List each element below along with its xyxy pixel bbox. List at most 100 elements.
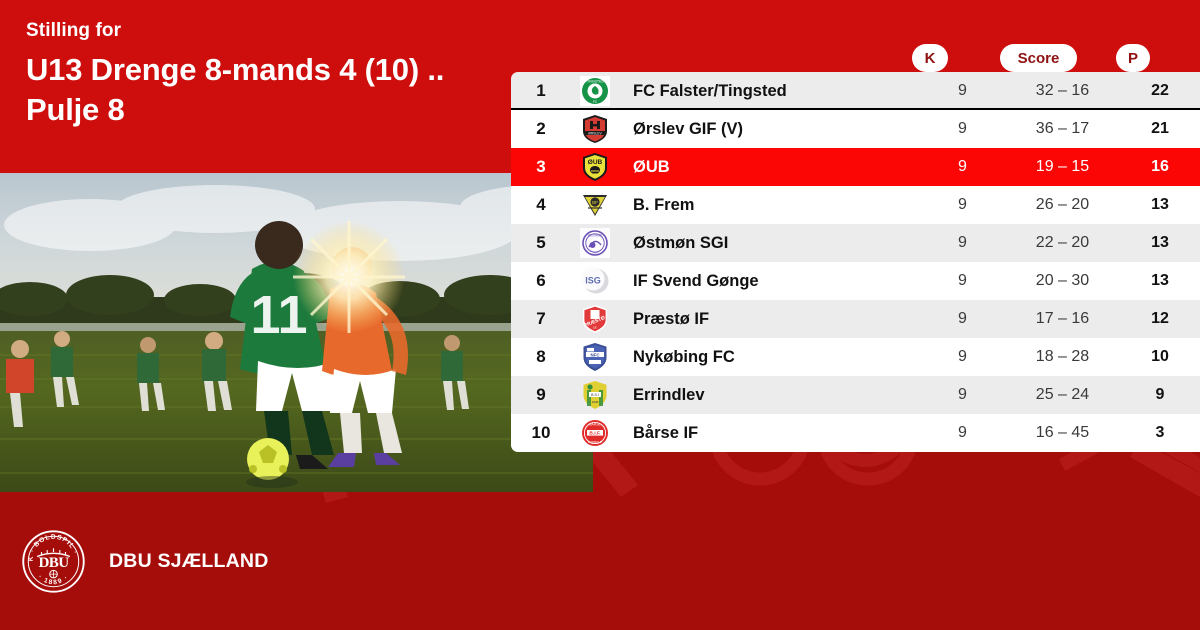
svg-text:FODBOLD: FODBOLD [588, 440, 602, 444]
orslev-gif-crest: ØRSLEV [582, 115, 607, 143]
errindlev-crest: B.S.I 1936 [583, 381, 606, 409]
club-crest-icon: ØSTMØN SGI [571, 228, 618, 258]
row-points: 21 [1151, 120, 1169, 137]
column-header-p: P [1116, 44, 1150, 72]
row-points: 16 [1151, 158, 1169, 175]
club-crest-icon: ISG [571, 266, 618, 296]
row-team-name: Nykøbing FC [633, 347, 735, 366]
svg-text:TINGSTED: TINGSTED [585, 80, 604, 84]
club-crest-icon: B.I.F. BÅRSE FODBOLD [571, 418, 618, 448]
column-header-k: K [912, 44, 948, 72]
row-points: 22 [1151, 82, 1169, 99]
row-matches-played: 9 [958, 196, 967, 213]
row-matches-played: 9 [958, 234, 967, 251]
svg-text:ØUB: ØUB [587, 159, 602, 166]
club-crest-icon: ØRSLEV [571, 114, 618, 144]
nykobing-fc-crest: NFC [583, 343, 606, 371]
table-row[interactable]: 6 ISG IF Svend Gønge 9 20 – 30 13 [511, 262, 1200, 300]
club-crest-icon: B.S.I 1936 [571, 380, 618, 410]
table-row[interactable]: 4 BF B. Frem 9 26 – 20 13 [511, 186, 1200, 224]
row-team-name: Errindlev [633, 385, 705, 404]
fc-falster-tingsted-crest: TINGSTED FC [579, 76, 610, 106]
svg-text:I.F.: I.F. [592, 326, 596, 330]
svg-text:NFC: NFC [590, 352, 600, 357]
row-position: 7 [536, 309, 546, 328]
row-team-name: FC Falster/Tingsted [633, 81, 787, 100]
row-goal-score: 32 – 16 [1035, 82, 1090, 99]
row-points: 3 [1155, 424, 1165, 441]
table-row[interactable]: 2 ØRSLEV Ørslev GIF (V) 9 36 – 17 21 [511, 110, 1200, 148]
row-team-name: ØUB [633, 157, 670, 176]
svg-text:1936: 1936 [591, 400, 598, 404]
svg-text:B.I.F.: B.I.F. [589, 430, 600, 436]
table-row[interactable]: 5 ØSTMØN SGI Østmøn SGI 9 22 – 20 13 [511, 224, 1200, 262]
row-points: 13 [1151, 234, 1169, 251]
footer-label: DBU SJÆLLAND [109, 550, 269, 572]
svg-text:ØSTMØN: ØSTMØN [588, 233, 603, 237]
row-goal-score: 20 – 30 [1035, 272, 1090, 289]
row-goal-score: 18 – 28 [1035, 348, 1090, 365]
row-matches-played: 9 [958, 158, 967, 175]
row-position: 10 [531, 423, 551, 442]
row-points: 13 [1151, 272, 1169, 289]
table-row[interactable]: 8 NFC Nykøbing FC 9 18 – 28 10 [511, 338, 1200, 376]
svg-text:BÅRSE: BÅRSE [589, 422, 601, 427]
row-goal-score: 26 – 20 [1035, 196, 1090, 213]
club-crest-icon: PRÆSTØ I.F. [571, 304, 618, 334]
row-team-name: B. Frem [633, 195, 695, 214]
row-matches-played: 9 [958, 120, 967, 137]
hero-photo: 11 [0, 173, 593, 492]
table-row[interactable]: 1 TINGSTED FC FC Falster/Tingsted 9 32 – 16 22 [511, 72, 1200, 110]
row-team-name: Præstø IF [633, 309, 710, 328]
if-svend-gonge-crest: ISG [581, 267, 608, 294]
row-goal-score: 25 – 24 [1035, 386, 1090, 403]
footer-bar: DANSK · BOLDSPIL · UNION · 1889 · DBU DB… [0, 493, 1200, 630]
club-crest-icon: TINGSTED FC [571, 76, 618, 106]
row-position: 3 [536, 157, 546, 176]
row-goal-score: 22 – 20 [1035, 234, 1090, 251]
svg-text:B.S.I: B.S.I [591, 393, 599, 397]
row-matches-played: 9 [958, 386, 967, 403]
row-position: 2 [536, 119, 546, 138]
svg-text:FC: FC [592, 100, 597, 104]
row-position: 1 [536, 81, 546, 100]
club-crest-icon: NFC [571, 342, 618, 372]
table-row[interactable]: 10 B.I.F. BÅRSE FODBOLD Bårse IF 9 16 – 45 3 [511, 414, 1200, 452]
row-matches-played: 9 [958, 310, 967, 327]
standings-table[interactable]: 1 TINGSTED FC FC Falster/Tingsted 9 32 – 16 22… [511, 72, 1200, 452]
row-position: 8 [536, 347, 546, 366]
row-position: 6 [536, 271, 546, 290]
row-matches-played: 9 [958, 82, 967, 99]
row-goal-score: 16 – 45 [1035, 424, 1090, 441]
row-points: 9 [1155, 386, 1165, 403]
svg-text:ISG: ISG [585, 276, 601, 286]
b-frem-crest: BF [582, 195, 607, 216]
dbu-seal-logo: DANSK · BOLDSPIL · UNION · 1889 · DBU [22, 530, 85, 593]
ostmon-sgi-crest: ØSTMØN SGI [579, 228, 610, 258]
table-row[interactable]: 7 PRÆSTØ I.F. Præstø IF 9 17 – 16 12 [511, 300, 1200, 338]
headline-block: Stilling for U13 Drenge 8-mands 4 (10) .… [26, 18, 526, 130]
page-title: U13 Drenge 8-mands 4 (10) .. Pulje 8 [26, 52, 445, 127]
svg-text:DBU: DBU [38, 555, 69, 571]
row-team-name: IF Svend Gønge [633, 271, 759, 290]
oub-crest: ØUB [582, 153, 607, 181]
row-points: 10 [1151, 348, 1169, 365]
kicker-text: Stilling for [26, 20, 122, 41]
barse-if-crest: B.I.F. BÅRSE FODBOLD [581, 420, 608, 446]
column-header-score: Score [1000, 44, 1077, 72]
row-goal-score: 36 – 17 [1035, 120, 1090, 137]
table-row[interactable]: 3 ØUB ØUB 9 19 – 15 16 [511, 148, 1200, 186]
row-matches-played: 9 [958, 348, 967, 365]
club-crest-icon: BF [571, 190, 618, 220]
row-team-name: Bårse IF [633, 423, 699, 442]
football-scene-illustration: 11 [0, 173, 593, 492]
row-position: 5 [536, 233, 546, 252]
row-team-name: Ørslev GIF (V) [633, 119, 744, 138]
club-crest-icon: ØUB [571, 152, 618, 182]
row-goal-score: 19 – 15 [1035, 158, 1090, 175]
table-row[interactable]: 9 B.S.I 1936 Errindlev 9 25 – 24 9 [511, 376, 1200, 414]
row-goal-score: 17 – 16 [1035, 310, 1090, 327]
row-matches-played: 9 [958, 272, 967, 289]
